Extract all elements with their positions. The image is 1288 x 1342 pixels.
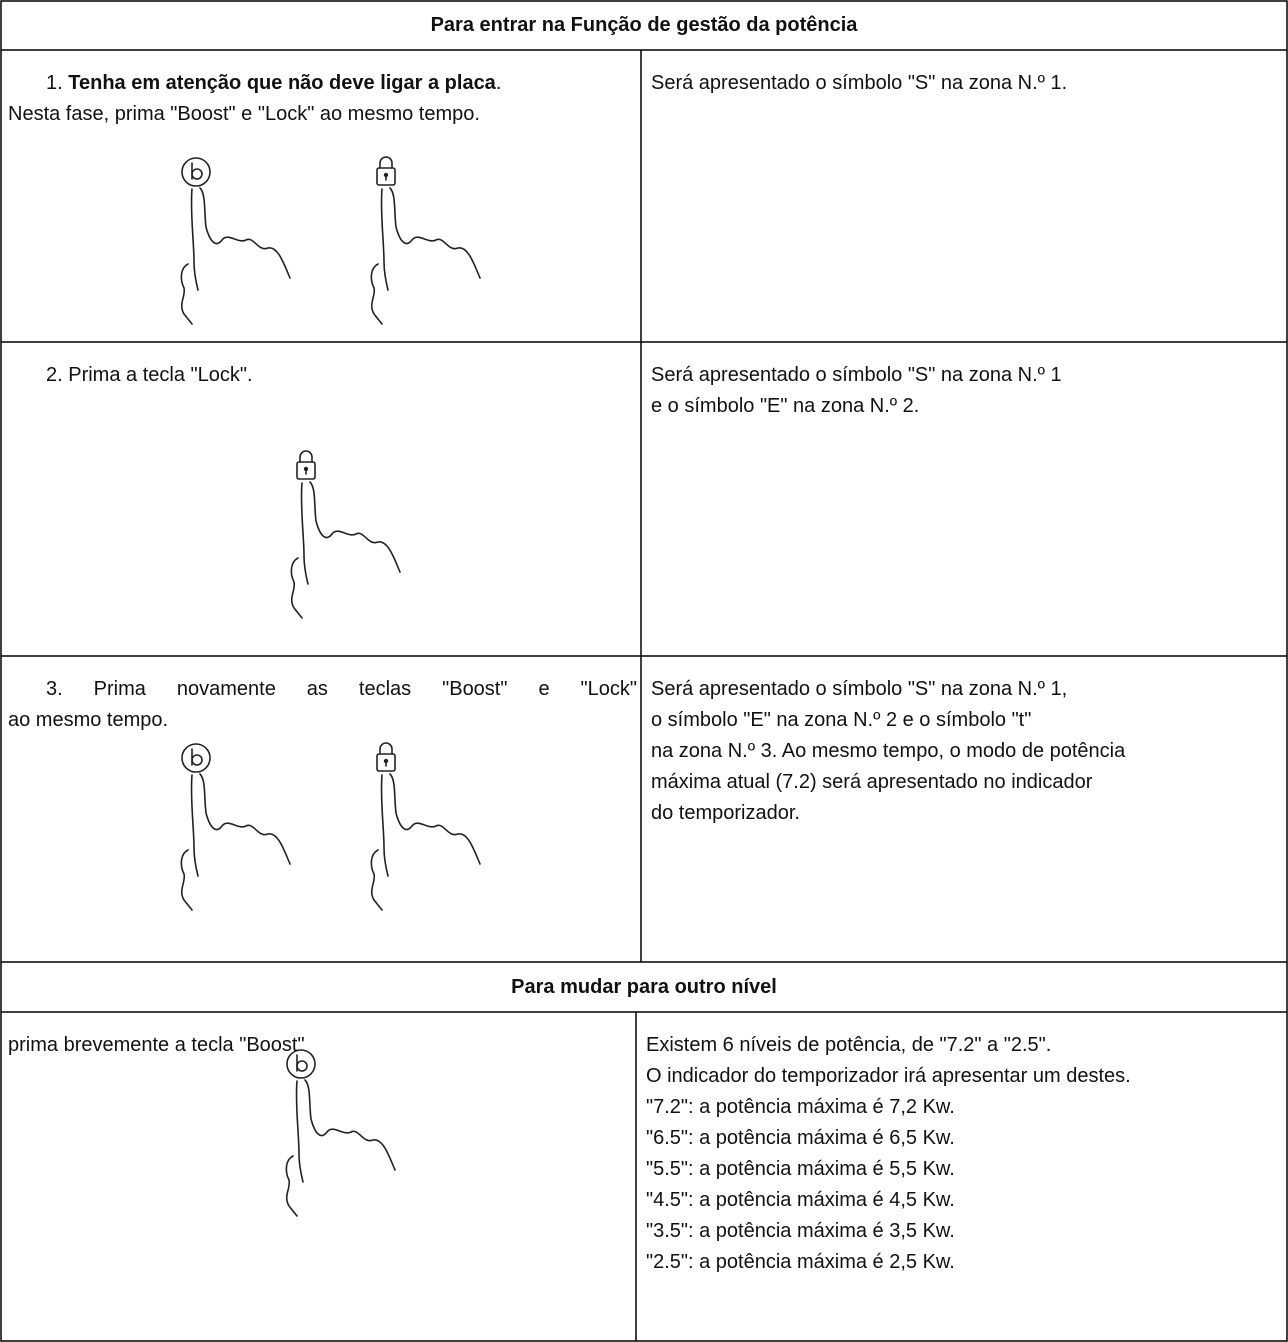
section-heading: Para entrar na Função de gestão da potên… [430, 13, 858, 36]
text: ao mesmo tempo. [8, 709, 169, 731]
result-line: do temporizador. [651, 802, 800, 824]
result-line: "4.5": a potência máxima é 4,5 Kw. [646, 1189, 955, 1211]
result-line: "6.5": a potência máxima é 6,5 Kw. [646, 1127, 955, 1149]
bold-text: Tenha em atenção que não deve ligar a pl… [68, 72, 496, 94]
text: 1. [46, 72, 69, 94]
boost-icon [180, 157, 291, 325]
text: prima brevemente a tecla "Boost" [8, 1034, 305, 1056]
text: 2. Prima a tecla "Lock". [46, 364, 253, 386]
instruction-line: Nesta fase, prima "Boost" e "Lock" ao me… [8, 99, 480, 130]
boost-icon [180, 743, 291, 911]
text: . [495, 72, 502, 94]
result-line: Será apresentado o símbolo "S" na zona N… [651, 678, 1068, 700]
result-line: "5.5": a potência máxima é 5,5 Kw. [646, 1158, 955, 1180]
boost-icon [285, 1049, 396, 1217]
result-line: e o símbolo "E" na zona N.º 2. [651, 395, 920, 417]
result-line: "7.2": a potência máxima é 7,2 Kw. [646, 1096, 955, 1118]
result-line: na zona N.º 3. Ao mesmo tempo, o modo de… [651, 740, 1126, 762]
result-line: o símbolo "E" na zona N.º 2 e o símbolo … [651, 709, 1032, 731]
result-line: O indicador do temporizador irá apresent… [646, 1065, 1131, 1087]
lock-icon [370, 742, 481, 911]
instruction-line: ao mesmo tempo. [8, 705, 168, 736]
section-heading: Para mudar para outro nível [511, 975, 777, 998]
text: 3. Prima novamente as teclas "Boost" e "… [46, 678, 637, 700]
lock-icon [290, 450, 401, 619]
instruction-line: 3. Prima novamente as teclas "Boost" e "… [46, 674, 637, 705]
result-line: "3.5": a potência máxima é 3,5 Kw. [646, 1220, 955, 1242]
result-line: máxima atual (7.2) será apresentado no i… [651, 771, 1093, 793]
result-line: "2.5": a potência máxima é 2,5 Kw. [646, 1251, 955, 1273]
text: Nesta fase, prima "Boost" e "Lock" ao me… [8, 103, 480, 125]
result-line: Será apresentado o símbolo "S" na zona N… [651, 72, 1068, 94]
result-line: Será apresentado o símbolo "S" na zona N… [651, 364, 1062, 386]
instruction-line: 2. Prima a tecla "Lock". [46, 360, 253, 391]
result-line: Existem 6 níveis de potência, de "7.2" a… [646, 1034, 1052, 1056]
instruction-line: 1. Tenha em atenção que não deve ligar a… [46, 68, 501, 99]
instruction-line: prima brevemente a tecla "Boost" [8, 1030, 305, 1061]
lock-icon [370, 156, 481, 325]
